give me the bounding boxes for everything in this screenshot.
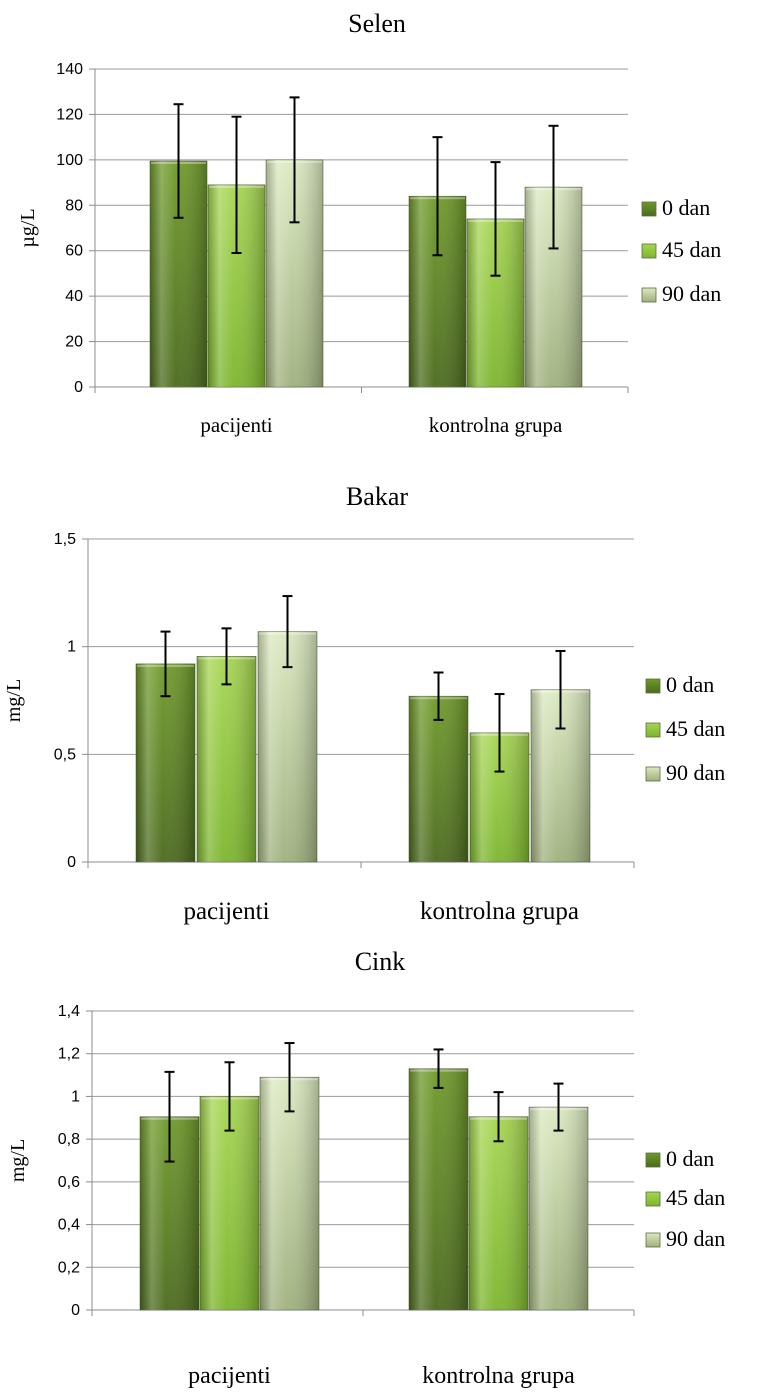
y-tick-label: 0,2: [58, 1259, 80, 1276]
bar-shading: [469, 1116, 528, 1310]
y-axis-label: µg/L: [17, 208, 39, 247]
error-bar: [433, 671, 444, 721]
y-tick-label: 40: [65, 288, 83, 305]
y-tick-label: 0,4: [58, 1217, 80, 1234]
bar-shading: [409, 1068, 468, 1310]
legend-label: 90 dan: [666, 1226, 725, 1251]
chart-title: Bakar: [346, 482, 408, 511]
error-bar: [553, 1082, 564, 1132]
legend-swatch: [641, 287, 657, 303]
legend-swatch: [645, 678, 661, 694]
legend-label: 45 dan: [662, 237, 721, 262]
chart-panel-selen: Selen 0 20 40 60 80 100 120 140 µg/L pacijenti kont…: [17, 9, 721, 437]
chart-title: Cink: [355, 947, 406, 976]
legend-swatch: [645, 722, 661, 738]
legend-item: 45 dan: [645, 716, 725, 741]
x-category-label: pacijenti: [188, 1363, 271, 1389]
x-category-label: pacijenti: [183, 898, 269, 925]
chart-panel-bakar: Bakar 0 0,5 1 1,5 mg/L pacijenti kontrolna grup…: [3, 482, 725, 925]
error-bar: [548, 124, 559, 250]
legend-item: 0 dan: [645, 1146, 714, 1171]
y-tick-label: 0: [71, 1302, 80, 1319]
y-tick-label: 0: [74, 379, 83, 396]
legend-swatch: [645, 766, 661, 782]
y-tick-label: 80: [65, 197, 83, 214]
legend-item: 90 dan: [645, 760, 725, 785]
y-tick-label: 1: [67, 639, 76, 656]
x-category-label: kontrolna grupa: [422, 1363, 575, 1389]
y-tick-label: 1,4: [58, 1003, 80, 1020]
legend-label: 0 dan: [662, 195, 710, 220]
error-bar: [432, 136, 443, 257]
error-bar: [231, 115, 242, 254]
error-bar: [494, 693, 505, 773]
y-tick-label: 1: [71, 1088, 80, 1105]
y-tick-label: 20: [65, 334, 83, 351]
legend-item: 90 dan: [645, 1226, 725, 1251]
error-bar: [490, 161, 501, 277]
legend-label: 0 dan: [666, 1146, 714, 1171]
legend-swatch: [645, 1152, 661, 1168]
legend-item: 0 dan: [641, 195, 710, 220]
bar-shading: [200, 1096, 259, 1310]
error-bar: [160, 630, 171, 698]
y-tick-label: 140: [56, 61, 83, 78]
y-axis-label: mg/L: [7, 1139, 29, 1182]
error-bar: [282, 595, 293, 669]
chart-title: Selen: [348, 9, 406, 38]
error-bar: [164, 1070, 175, 1163]
bar-shading: [197, 656, 256, 862]
y-axis-label: mg/L: [3, 679, 25, 722]
bar-shading: [258, 631, 317, 862]
error-bar: [221, 627, 232, 686]
bar-shading: [260, 1077, 319, 1310]
chart-panel-cink: Cink 0 0,2 0,4 0,6 0,8 1 1,2 1,4 mg/L pacijenti kon…: [7, 947, 725, 1389]
legend-item: 90 dan: [641, 281, 721, 306]
error-bar: [433, 1048, 444, 1089]
bar-shading: [529, 1107, 588, 1310]
legend-swatch: [641, 201, 657, 217]
legend-item: 45 dan: [645, 1185, 725, 1210]
error-bar: [289, 96, 300, 224]
legend-swatch: [645, 1191, 661, 1207]
error-bar: [224, 1061, 235, 1132]
y-tick-label: 100: [56, 152, 83, 169]
legend-item: 0 dan: [645, 672, 714, 697]
y-tick-label: 0,5: [54, 746, 76, 763]
error-bar: [173, 103, 184, 219]
legend-label: 90 dan: [662, 281, 721, 306]
y-tick-label: 60: [65, 243, 83, 260]
legend-label: 90 dan: [666, 760, 725, 785]
y-tick-label: 0: [67, 854, 76, 871]
y-tick-label: 120: [56, 106, 83, 123]
legend-label: 0 dan: [666, 672, 714, 697]
x-category-label: pacijenti: [200, 413, 272, 437]
error-bar: [555, 649, 566, 730]
y-tick-label: 1,5: [54, 531, 76, 548]
legend-label: 45 dan: [666, 1185, 725, 1210]
x-category-label: kontrolna grupa: [420, 898, 579, 925]
x-category-label: kontrolna grupa: [429, 413, 563, 437]
error-bar: [493, 1091, 504, 1143]
bar-shading: [409, 696, 468, 862]
y-tick-label: 1,2: [58, 1046, 80, 1063]
error-bar: [284, 1042, 295, 1113]
legend-swatch: [645, 1232, 661, 1248]
legend-label: 45 dan: [666, 716, 725, 741]
legend-item: 45 dan: [641, 237, 721, 262]
y-tick-label: 0,8: [58, 1131, 80, 1148]
y-tick-label: 0,6: [58, 1174, 80, 1191]
legend-swatch: [641, 243, 657, 259]
